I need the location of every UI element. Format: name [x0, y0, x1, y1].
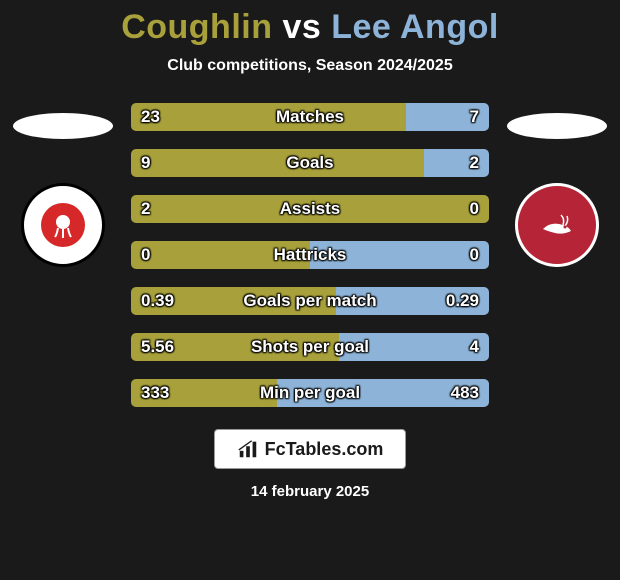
player1-column: [13, 103, 113, 267]
bar-category-label: Matches: [276, 107, 344, 127]
bar-segment-player1: [131, 103, 406, 131]
club-badge-inner: [41, 203, 85, 247]
bar-row: 5.56 Shots per goal 4: [131, 333, 489, 361]
subtitle: Club competitions, Season 2024/2025: [167, 57, 452, 75]
player2-silhouette: [507, 113, 607, 139]
bar-value-player1: 5.56: [141, 337, 174, 357]
bar-category-label: Shots per goal: [251, 337, 369, 357]
chart-icon: [237, 438, 259, 460]
bar-value-player2: 7: [470, 107, 479, 127]
bar-value-player2: 0: [470, 245, 479, 265]
player1-silhouette: [13, 113, 113, 139]
comparison-title: Coughlin vs Lee Angol: [121, 8, 499, 47]
player1-club-badge: [21, 183, 105, 267]
comparison-area: 23 Matches 7 9 Goals 2 2 Assists 0 0 Hattricks 0 0.3…: [0, 103, 620, 407]
player2-column: [507, 103, 607, 267]
comparison-bars: 23 Matches 7 9 Goals 2 2 Assists 0 0 Hattricks 0 0.3…: [131, 103, 489, 407]
bar-row: 0 Hattricks 0: [131, 241, 489, 269]
player2-name: Lee Angol: [331, 8, 499, 46]
bar-category-label: Assists: [280, 199, 340, 219]
bar-row: 0.39 Goals per match 0.29: [131, 287, 489, 315]
bar-value-player2: 4: [470, 337, 479, 357]
bar-segment-player2: [424, 149, 489, 177]
bar-value-player1: 0.39: [141, 291, 174, 311]
bar-value-player2: 0.29: [446, 291, 479, 311]
bar-value-player2: 483: [451, 383, 479, 403]
logo-text: FcTables.com: [265, 439, 384, 460]
fctables-logo: FcTables.com: [214, 429, 407, 469]
date-text: 14 february 2025: [251, 483, 369, 500]
fleetwood-icon: [48, 210, 78, 240]
bar-category-label: Goals per match: [243, 291, 376, 311]
bar-category-label: Hattricks: [274, 245, 347, 265]
bar-value-player1: 9: [141, 153, 150, 173]
bar-row: 23 Matches 7: [131, 103, 489, 131]
bar-row: 9 Goals 2: [131, 149, 489, 177]
bar-row: 2 Assists 0: [131, 195, 489, 223]
bar-value-player1: 2: [141, 199, 150, 219]
vs-text: vs: [282, 8, 321, 46]
player1-name: Coughlin: [121, 8, 272, 46]
bar-value-player1: 0: [141, 245, 150, 265]
bar-segment-player1: [131, 149, 424, 177]
bar-value-player1: 23: [141, 107, 160, 127]
bar-category-label: Min per goal: [260, 383, 360, 403]
bar-value-player2: 2: [470, 153, 479, 173]
player2-club-badge: [515, 183, 599, 267]
bar-row: 333 Min per goal 483: [131, 379, 489, 407]
bar-value-player1: 333: [141, 383, 169, 403]
morecambe-icon: [533, 201, 581, 249]
bar-value-player2: 0: [470, 199, 479, 219]
bar-category-label: Goals: [286, 153, 333, 173]
